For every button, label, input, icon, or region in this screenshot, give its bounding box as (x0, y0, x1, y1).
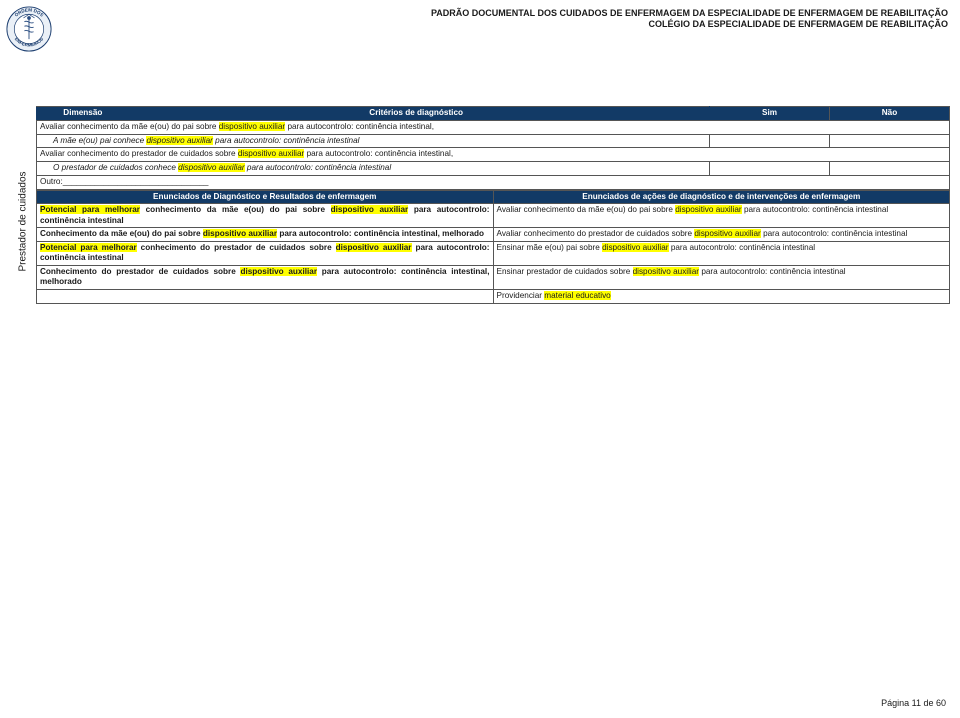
criteria-main-row: Avaliar conhecimento do prestador de cui… (37, 148, 950, 162)
outro-label: Outro: (40, 177, 63, 186)
criteria-table: Dimensão Critérios de diagnóstico Sim Nã… (36, 106, 950, 190)
col-nao: Não (830, 107, 950, 121)
diag-result-cell (37, 290, 494, 304)
subheader-right: Enunciados de ações de diagnóstico e de … (493, 190, 950, 204)
action-cell: Ensinar prestador de cuidados sobre disp… (493, 266, 950, 290)
outro-row: Outro:________________________________ (37, 175, 950, 189)
header-line1: PADRÃO DOCUMENTAL DOS CUIDADOS DE ENFERM… (431, 8, 948, 19)
content-region: Prestador de cuidados Dimensão Critérios… (10, 106, 950, 304)
action-cell: Avaliar conhecimento do prestador de cui… (493, 228, 950, 242)
col-criteria: Critérios de diagnóstico (127, 108, 705, 118)
diag-result-cell: Potencial para melhorar conhecimento da … (37, 204, 494, 228)
sim-cell (710, 134, 830, 148)
diag-result-cell: Conhecimento da mãe e(ou) do pai sobre d… (37, 228, 494, 242)
col-sim: Sim (710, 107, 830, 121)
page-footer: Página 11 de 60 (881, 698, 946, 708)
action-cell: Ensinar mãe e(ou) pai sobre dispositivo … (493, 242, 950, 266)
criteria-indent-row: O prestador de cuidados conhece disposit… (37, 162, 710, 176)
criteria-main-row: Avaliar conhecimento da mãe e(ou) do pai… (37, 120, 950, 134)
sim-cell (710, 162, 830, 176)
diag-result-cell: Conhecimento do prestador de cuidados so… (37, 266, 494, 290)
subheader-left: Enunciados de Diagnóstico e Resultados d… (37, 190, 494, 204)
action-cell: Avaliar conhecimento da mãe e(ou) do pai… (493, 204, 950, 228)
col-dimension: Dimensão (41, 108, 125, 118)
nao-cell (830, 162, 950, 176)
nao-cell (830, 134, 950, 148)
action-cell: Providenciar material educativo (493, 290, 950, 304)
enunciados-table: Enunciados de Diagnóstico e Resultados d… (36, 190, 950, 304)
org-logo: ORDEM DOS ENFERMEIROS (6, 6, 52, 52)
diag-result-cell: Potencial para melhorar conhecimento do … (37, 242, 494, 266)
criteria-indent-row: A mãe e(ou) pai conhece dispositivo auxi… (37, 134, 710, 148)
header-line2: COLÉGIO DA ESPECIALIDADE DE ENFERMAGEM D… (431, 19, 948, 30)
dimension-vertical-label: Prestador de cuidados (18, 171, 29, 271)
doc-header: PADRÃO DOCUMENTAL DOS CUIDADOS DE ENFERM… (431, 8, 948, 31)
